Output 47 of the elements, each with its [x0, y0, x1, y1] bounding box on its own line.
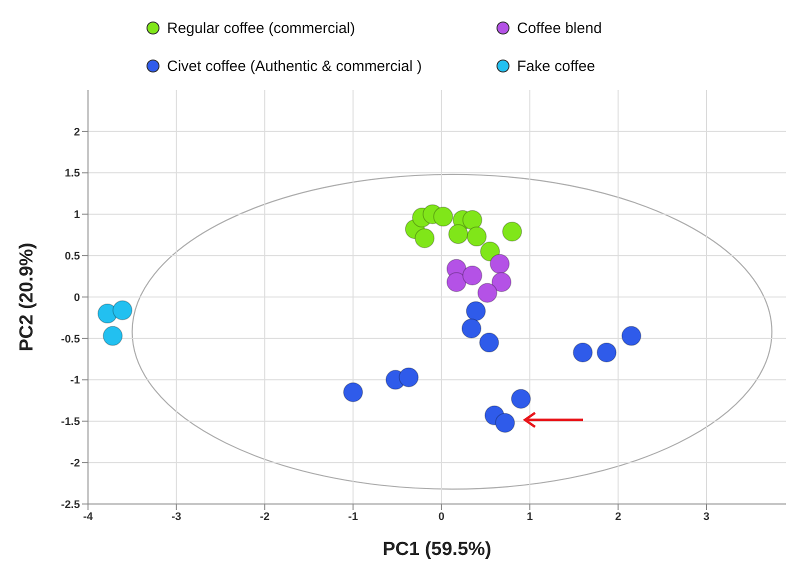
point [466, 226, 487, 247]
point [621, 326, 642, 346]
point [102, 326, 123, 346]
point [398, 367, 419, 388]
legend-label: Coffee blend [517, 20, 602, 36]
x-tick-label: -3 [171, 510, 182, 523]
point [462, 265, 482, 286]
y-tick-label: -2.5 [61, 498, 80, 511]
y-tick-label: 0.5 [64, 250, 80, 263]
y-tick-label: 2 [74, 126, 80, 138]
legend-label: Fake coffee [517, 58, 596, 74]
point [596, 342, 617, 362]
point [461, 318, 482, 338]
point [112, 300, 132, 320]
y-tick-label: -1.5 [61, 416, 80, 428]
point [466, 301, 486, 322]
legend-label: Regular coffee (commercial) [167, 20, 356, 36]
y-tick-label: -1 [70, 374, 80, 387]
point [510, 388, 531, 409]
point [414, 228, 435, 248]
y-tick-label: -2 [70, 458, 80, 470]
y-tick-label: 0 [74, 292, 80, 304]
point [343, 382, 364, 402]
point [479, 332, 500, 353]
x-tick-label: 3 [703, 510, 710, 523]
point [477, 282, 498, 303]
x-tick-label: 0 [438, 510, 444, 523]
point [446, 272, 466, 292]
point [572, 342, 593, 362]
x-axis-title: PC1 (59.5%) [382, 539, 492, 560]
legend-label: Civet coffee (Authentic & commercial ) [167, 58, 422, 74]
y-tick-label: 1 [74, 209, 80, 222]
x-tick-label: 1 [526, 510, 533, 523]
y-tick-label: 1.5 [64, 168, 80, 180]
x-tick-label: -4 [83, 510, 94, 523]
x-tick-label: -1 [348, 510, 358, 523]
point [462, 210, 482, 230]
y-tick-label: -0.5 [61, 333, 80, 346]
x-tick-label: 2 [615, 510, 622, 523]
point [492, 272, 512, 292]
point [490, 254, 510, 274]
point [433, 206, 454, 227]
point [448, 224, 468, 244]
point [502, 222, 522, 242]
point [495, 412, 516, 433]
y-axis-title: PC2 (20.9%) [16, 242, 38, 352]
x-tick-label: -2 [260, 510, 270, 523]
